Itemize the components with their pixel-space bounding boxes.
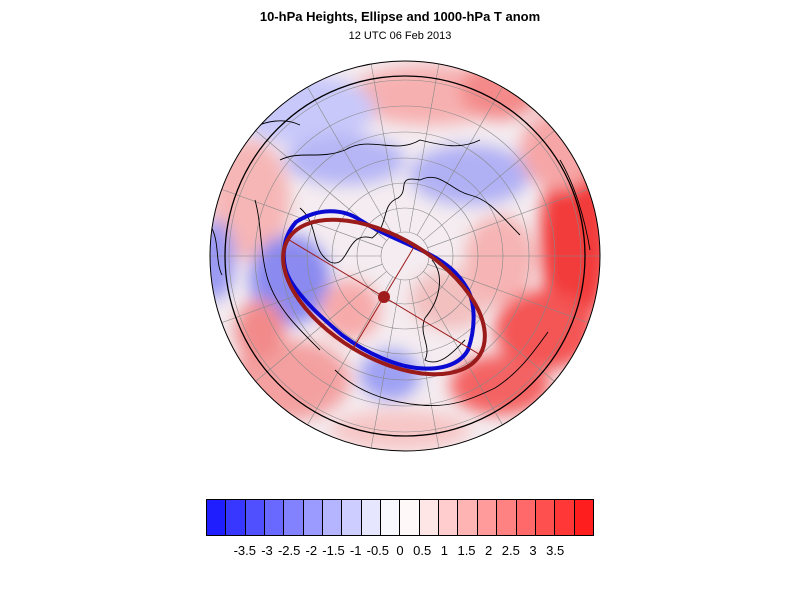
meridian-line	[304, 82, 394, 236]
color-legend-label: -2.5	[277, 543, 301, 558]
color-legend-label: 1	[440, 543, 448, 558]
meridian-line	[408, 61, 441, 233]
figure-subtitle: 12 UTC 06 Feb 2013	[348, 30, 452, 42]
color-legend-label: 1.5	[457, 543, 476, 558]
coastlines	[210, 120, 591, 407]
color-legend-swatch	[419, 500, 440, 535]
color-legend-swatch	[265, 500, 285, 535]
color-legend-swatch	[381, 500, 401, 535]
color-legend-label: 2	[485, 543, 493, 558]
color-legend-swatch	[477, 500, 498, 535]
color-legend-swatch	[226, 500, 246, 535]
map-boundary	[209, 60, 601, 452]
color-legend-label: 0.5	[413, 543, 432, 558]
color-legend-label: 3.5	[546, 543, 565, 558]
color-legend-swatch	[516, 500, 536, 535]
color-legend-labels: -3.5 -3 -2.5 -2 -1.5 -1 -0.5 0 0.5 1 1.5 2 2.5 3 3.5	[0, 543, 800, 563]
meridian-line	[251, 271, 387, 385]
meridian-line	[304, 276, 394, 430]
reference-circle	[224, 75, 586, 437]
meridian-line	[423, 271, 559, 385]
color-legend-swatch	[303, 500, 324, 535]
color-legend-swatch	[323, 500, 343, 535]
color-legend-label: -1	[349, 543, 362, 558]
color-legend-bar	[206, 499, 594, 536]
color-legend-swatch	[342, 500, 362, 535]
color-legend-swatch	[439, 500, 459, 535]
meridian-line	[408, 279, 441, 451]
meridian-line	[423, 127, 559, 241]
meridian-line	[427, 187, 594, 249]
color-legend-label: -1.5	[322, 543, 345, 558]
color-legend-swatch	[535, 500, 556, 535]
color-legend-label: -2	[305, 543, 318, 558]
color-legend-label: -3.5	[233, 543, 256, 558]
meridian-line	[416, 82, 506, 236]
figure-title: 10-hPa Heights, Ellipse and 1000-hPa T a…	[259, 9, 541, 24]
color-legend-swatch	[284, 500, 304, 535]
meridian-line	[416, 276, 506, 430]
color-legend-swatch	[207, 500, 227, 535]
anomaly-field	[210, 61, 600, 451]
color-legend-swatch	[555, 500, 575, 535]
color-legend-label: -3	[261, 543, 273, 558]
color-legend-label: -0.5	[366, 543, 390, 558]
color-legend-swatch	[400, 500, 420, 535]
color-legend-label: 2.5	[501, 543, 520, 558]
color-legend-swatch	[361, 500, 382, 535]
color-legend-label: 0	[396, 543, 404, 558]
color-legend-label: 3	[529, 543, 537, 558]
color-legend-swatch	[458, 500, 478, 535]
color-legend-swatch	[574, 500, 593, 535]
color-legend-swatch	[245, 500, 266, 535]
ellipse-center-marker	[378, 291, 390, 303]
color-legend-swatch	[497, 500, 517, 535]
